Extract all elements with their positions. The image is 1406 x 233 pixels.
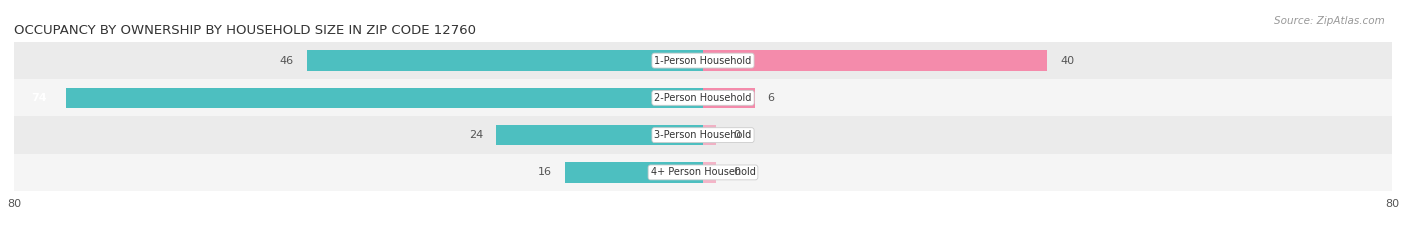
Text: 6: 6 — [768, 93, 775, 103]
Text: 0: 0 — [733, 168, 740, 177]
Text: 46: 46 — [280, 56, 294, 65]
Text: OCCUPANCY BY OWNERSHIP BY HOUSEHOLD SIZE IN ZIP CODE 12760: OCCUPANCY BY OWNERSHIP BY HOUSEHOLD SIZE… — [14, 24, 477, 37]
Bar — [703, 162, 716, 183]
Bar — [14, 42, 1392, 79]
Bar — [14, 116, 1392, 154]
Bar — [703, 50, 1047, 71]
Text: 4+ Person Household: 4+ Person Household — [651, 168, 755, 177]
Bar — [703, 88, 755, 108]
Bar — [703, 125, 716, 145]
Text: 1-Person Household: 1-Person Household — [654, 56, 752, 65]
Text: 40: 40 — [1060, 56, 1074, 65]
Text: 0: 0 — [733, 130, 740, 140]
Text: Source: ZipAtlas.com: Source: ZipAtlas.com — [1274, 16, 1385, 26]
Bar — [14, 154, 1392, 191]
Bar — [14, 79, 1392, 116]
Text: 74: 74 — [31, 93, 46, 103]
Text: 3-Person Household: 3-Person Household — [654, 130, 752, 140]
Text: 16: 16 — [538, 168, 553, 177]
Bar — [565, 162, 703, 183]
Bar — [307, 50, 703, 71]
Bar — [496, 125, 703, 145]
Bar — [66, 88, 703, 108]
Text: 24: 24 — [470, 130, 484, 140]
Text: 2-Person Household: 2-Person Household — [654, 93, 752, 103]
